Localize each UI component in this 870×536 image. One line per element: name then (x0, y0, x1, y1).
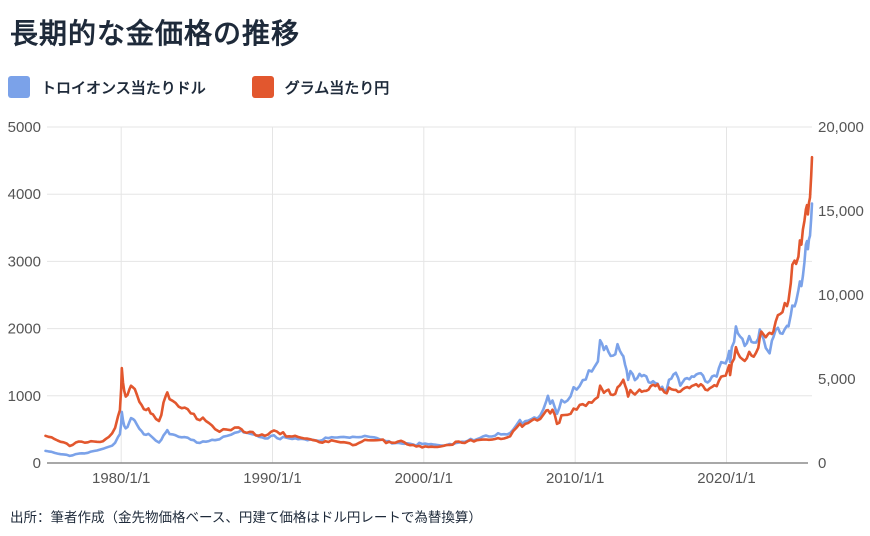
legend-item-jpy-per-gram: グラム当たり円 (251, 76, 390, 98)
x-tick-label: 2000/1/1 (395, 470, 453, 487)
y-right-tick-label: 0 (818, 455, 826, 472)
jpy-series-label: グラム当たり円 (284, 79, 390, 97)
legend-item-usd-per-troy-ounce: トロイオンス当たりドル (8, 76, 206, 98)
y-left-tick-label: 2000 (8, 321, 41, 338)
y-left-tick-label: 5000 (8, 119, 41, 136)
y-right-tick-label: 20,000 (818, 119, 864, 136)
x-tick-label: 2010/1/1 (546, 470, 604, 487)
y-left-tick-label: 3000 (8, 253, 41, 270)
x-tick-label: 1990/1/1 (243, 470, 301, 487)
y-right-tick-label: 5,000 (818, 371, 856, 388)
usd-series-swatch (8, 76, 30, 98)
y-left-tick-label: 4000 (8, 186, 41, 203)
y-right-tick-label: 10,000 (818, 287, 864, 304)
usd-series-label: トロイオンス当たりドル (41, 79, 206, 97)
jpy-price-line (44, 155, 814, 449)
page-title: 長期的な金価格の推移 (10, 18, 301, 49)
source-note: 出所：筆者作成（金先物価格ベース、円建て価格はドル円レートで為替換算） (10, 510, 482, 525)
legend: トロイオンス当たりドル グラム当たり円 (8, 76, 389, 98)
x-tick-label: 2020/1/1 (697, 470, 755, 487)
y-left-tick-label: 0 (33, 455, 41, 472)
y-left-tick-label: 1000 (8, 388, 41, 405)
jpy-series-swatch (251, 76, 274, 98)
y-right-tick-label: 15,000 (818, 203, 864, 220)
x-tick-label: 1980/1/1 (92, 470, 150, 487)
